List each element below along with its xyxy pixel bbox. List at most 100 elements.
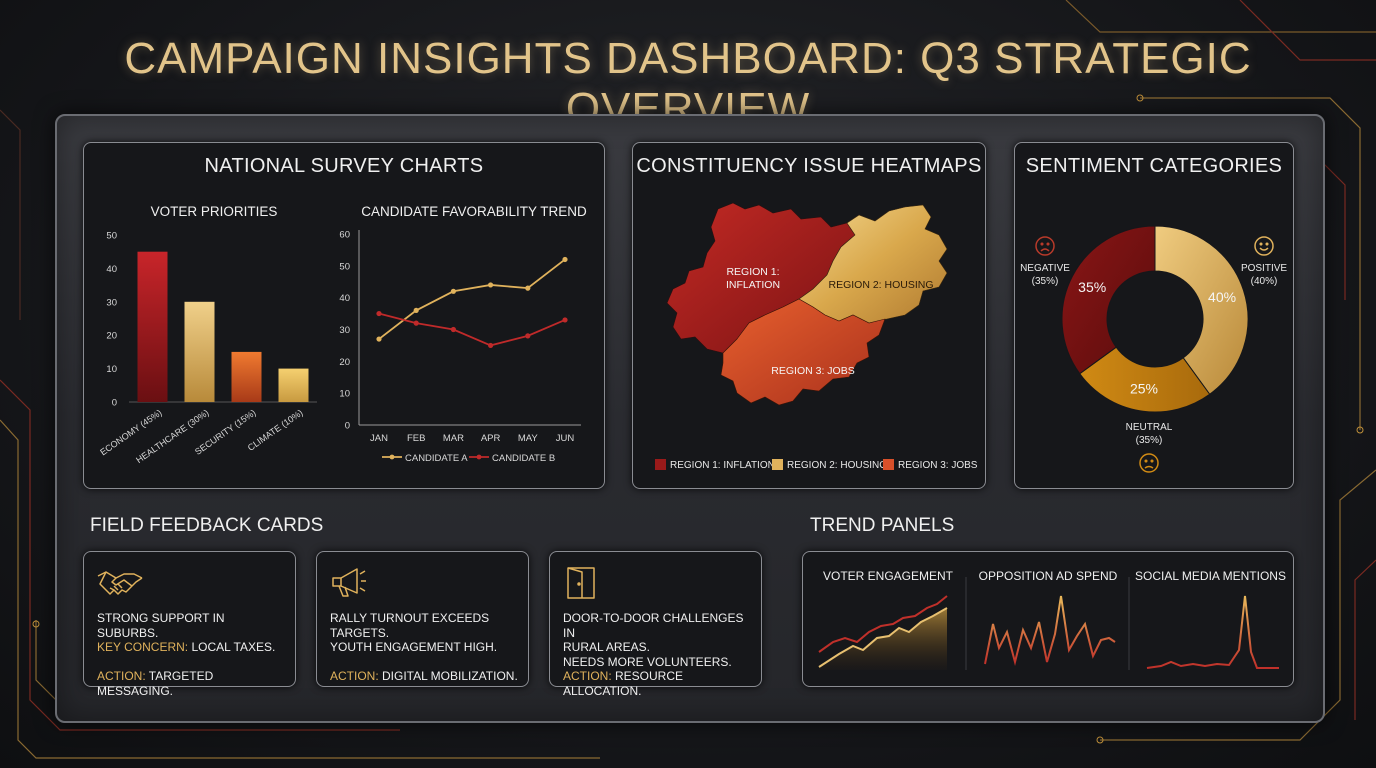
voter-engagement-title: VOTER ENGAGEMENT [822, 569, 953, 583]
legend-swatch-region-1 [655, 459, 666, 470]
series-point [562, 256, 568, 263]
key-concern-label: KEY CONCERN: [97, 640, 189, 654]
opposition-ad-spend-line [984, 595, 1116, 666]
neutral-label: NEUTRAL [1126, 422, 1173, 433]
negative-label: NEGATIVE [1020, 263, 1070, 274]
positive-sub: (40%) [1251, 276, 1278, 287]
legend-swatch-region-2 [772, 459, 783, 470]
card-1-action: ACTION: TARGETED MESSAGING. [97, 669, 287, 698]
heatmap-panel: CONSTITUENCY ISSUE HEATMAPS REGION 1: IN… [632, 142, 986, 489]
legend-region-3: REGION 3: JOBS [898, 460, 978, 471]
feedback-text: DOOR-TO-DOOR CHALLENGES IN RURAL AREAS. … [563, 611, 758, 698]
series-line-candidate-a [378, 258, 566, 340]
line-y-tick-label: 40 [339, 293, 350, 304]
bar-0 [137, 251, 168, 402]
favorability-trend-title: CANDIDATE FAVORABILITY TREND [361, 204, 587, 219]
megaphone-icon [332, 568, 366, 597]
key-concern-value: LOCAL TAXES. [188, 640, 276, 654]
feedback-text: RALLY TURNOUT EXCEEDS TARGETS. YOUTH ENG… [330, 611, 525, 684]
door-icon [567, 567, 595, 599]
donut-slice-neutral [1079, 346, 1211, 413]
legend-marker [389, 454, 395, 460]
donut-percent-label: 40% [1208, 289, 1236, 305]
region-2-label: REGION 2: HOUSING [828, 279, 933, 291]
bar-1 [184, 301, 215, 402]
bar-2 [231, 351, 262, 402]
card-1-line-1: STRONG SUPPORT IN SUBURBS. [97, 611, 225, 640]
series-point [525, 333, 531, 339]
card-2-line-1: RALLY TURNOUT EXCEEDS TARGETS. [330, 611, 490, 640]
voter-engagement-line [818, 607, 948, 668]
line-y-tick-label: 60 [339, 230, 350, 241]
card-3-line-1: DOOR-TO-DOOR CHALLENGES IN [563, 611, 744, 640]
card-3-action: ACTION: RESOURCE ALLOCATION. [563, 669, 758, 698]
series-point [376, 336, 382, 342]
field-feedback-title: FIELD FEEDBACK CARDS [90, 515, 324, 536]
legend-label: CANDIDATE A [405, 453, 468, 464]
action-value: DIGITAL MOBILIZATION. [378, 669, 518, 683]
line-y-tick-label: 30 [339, 325, 350, 336]
legend-label: CANDIDATE B [492, 453, 555, 464]
card-1-line-2: KEY CONCERN: LOCAL TAXES. [97, 640, 287, 655]
happy-face-icon [1254, 236, 1274, 256]
national-survey-panel: NATIONAL SURVEY CHARTS VOTER PRIORITIES … [83, 142, 605, 489]
donut-percent-label: 35% [1078, 279, 1106, 295]
negative-sub: (35%) [1032, 276, 1059, 287]
sad-face-icon [1035, 236, 1055, 256]
action-label: ACTION: [97, 669, 146, 683]
series-point [562, 317, 568, 323]
legend-region-2: REGION 2: HOUSING [787, 460, 887, 471]
heatmap-title: CONSTITUENCY ISSUE HEATMAPS [636, 155, 982, 177]
series-point [525, 285, 531, 291]
line-y-tick-label: 20 [339, 357, 350, 368]
series-line-candidate-b [378, 312, 566, 347]
series-point [488, 282, 494, 288]
legend-swatch-region-3 [883, 459, 894, 470]
series-point [450, 326, 456, 333]
bar-y-tick-label: 30 [106, 297, 117, 308]
heatmap-map: REGION 1: INFLATION REGION 2: HOUSING RE… [655, 202, 978, 471]
feedback-card: STRONG SUPPORT IN SUBURBS. KEY CONCERN: … [83, 551, 296, 698]
voter-priorities-title: VOTER PRIORITIES [150, 204, 278, 219]
feedback-card: DOOR-TO-DOOR CHALLENGES IN RURAL AREAS. … [549, 551, 762, 698]
region-1-label-line1: REGION 1: [726, 266, 779, 278]
card-2-action: ACTION: DIGITAL MOBILIZATION. [330, 669, 525, 684]
sentiment-donut-chart: NEGATIVE (35%) POSITIVE (40%) NEUTRAL (3… [1020, 225, 1287, 473]
series-point [450, 288, 456, 294]
voter-engagement-line-secondary [818, 595, 948, 653]
action-label: ACTION: [563, 669, 612, 683]
region-2-shape [798, 204, 948, 324]
card-3-line-2: RURAL AREAS. [563, 640, 650, 654]
bar-y-tick-label: 50 [106, 231, 117, 242]
bar-y-tick-label: 10 [106, 364, 117, 375]
action-label: ACTION: [330, 669, 379, 683]
opposition-ad-spend-title: OPPOSITION AD SPEND [978, 569, 1118, 583]
line-x-tick-label: JAN [370, 433, 388, 444]
donut-slice-positive [1154, 225, 1249, 395]
line-y-tick-label: 10 [339, 389, 350, 400]
card-2-line-2: YOUTH ENGAGEMENT HIGH. [330, 640, 498, 654]
line-y-tick-label: 0 [345, 421, 350, 432]
feedback-card: RALLY TURNOUT EXCEEDS TARGETS. YOUTH ENG… [316, 551, 529, 687]
line-x-tick-label: FEB [407, 433, 425, 444]
sentiment-panel: SENTIMENT CATEGORIES [1014, 142, 1294, 489]
line-x-tick-label: MAR [443, 433, 464, 444]
region-3-label: REGION 3: JOBS [771, 365, 854, 377]
line-y-tick-label: 50 [339, 261, 350, 272]
action-value: RESOURCE ALLOCATION. [563, 669, 684, 698]
series-point [376, 310, 382, 317]
series-point [413, 307, 419, 313]
neutral-sub: (35%) [1136, 435, 1163, 446]
region-1-label-line2: INFLATION [726, 279, 780, 291]
social-media-mentions-title: SOCIAL MEDIA MENTIONS [1135, 569, 1286, 583]
bar-y-tick-label: 20 [106, 331, 117, 342]
trend-panels-title: TREND PANELS [810, 515, 955, 536]
trend-panels: VOTER ENGAGEMENT OPPOSITION AD SPEND SOC… [802, 551, 1294, 687]
trend-sparklines [818, 577, 1279, 670]
legend-region-1: REGION 1: INFLATION [670, 460, 775, 471]
bar-3 [278, 368, 309, 402]
bar-y-tick-label: 40 [106, 264, 117, 275]
donut-percent-label: 25% [1130, 381, 1158, 397]
series-point [413, 320, 419, 326]
